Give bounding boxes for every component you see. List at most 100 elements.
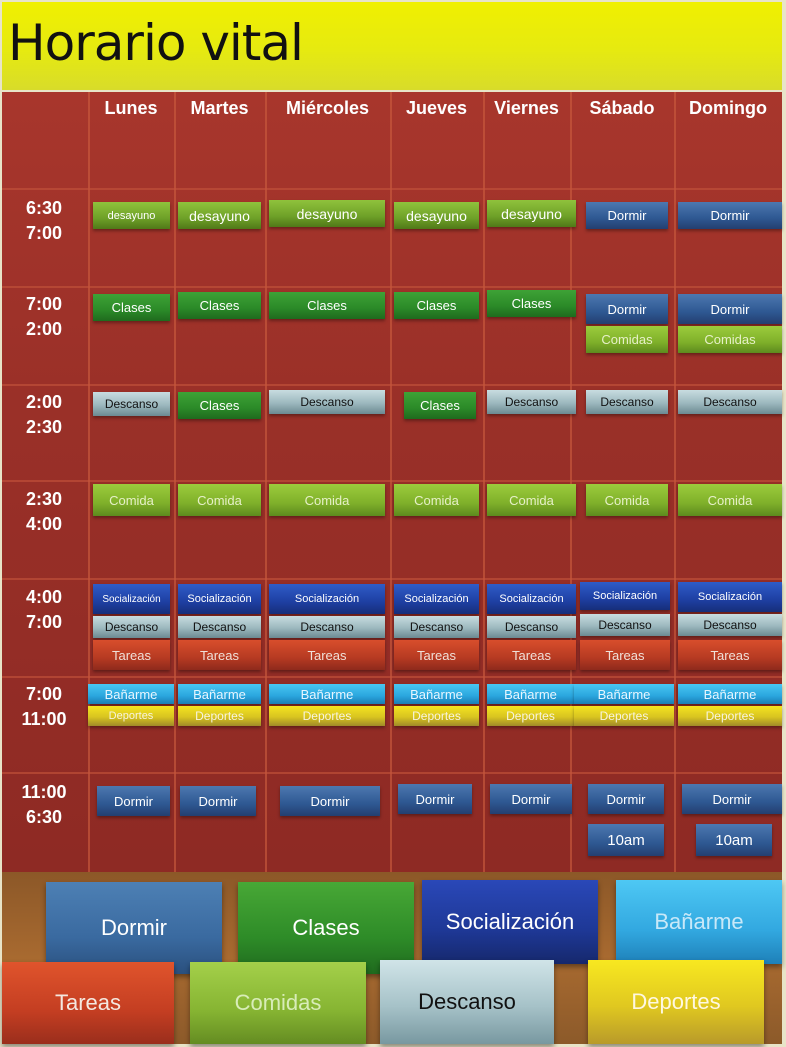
time-start: 6:30: [25, 198, 63, 218]
block-dormir[interactable]: Dormir: [398, 784, 472, 814]
block-socializacion[interactable]: Socialización: [269, 584, 385, 614]
block-comida[interactable]: Comida: [586, 484, 668, 516]
block-dormir[interactable]: Dormir: [586, 202, 668, 229]
block-descanso[interactable]: Descanso: [586, 390, 668, 414]
block-socializacion[interactable]: Socialización: [487, 584, 576, 614]
block-banarme[interactable]: Bañarme: [178, 684, 261, 704]
block-tareas[interactable]: Tareas: [269, 640, 385, 670]
block-10am[interactable]: 10am: [588, 824, 664, 856]
block-comidas[interactable]: Comidas: [586, 326, 668, 353]
block-descanso[interactable]: Descanso: [93, 392, 170, 416]
block-deportes[interactable]: Deportes: [394, 706, 479, 726]
legend-descanso: Descanso: [380, 960, 554, 1044]
block-comida[interactable]: Comida: [394, 484, 479, 516]
grid-line: [2, 772, 782, 774]
block-dormir[interactable]: Dormir: [180, 786, 256, 816]
block-desayuno[interactable]: desayuno: [394, 202, 479, 229]
block-desayuno[interactable]: desayuno: [93, 202, 170, 229]
block-socializacion[interactable]: Socialización: [394, 584, 479, 614]
block-comidas[interactable]: Comidas: [678, 326, 782, 353]
block-comida[interactable]: Comida: [269, 484, 385, 516]
block-dormir[interactable]: Dormir: [280, 786, 380, 816]
block-dormir[interactable]: Dormir: [97, 786, 170, 816]
block-tareas[interactable]: Tareas: [678, 640, 782, 670]
block-deportes[interactable]: Deportes: [574, 706, 674, 726]
time-end: 7:00: [25, 223, 63, 243]
day-header-miercoles: Miércoles: [285, 98, 370, 118]
block-clases[interactable]: Clases: [178, 292, 261, 319]
block-descanso[interactable]: Descanso: [580, 614, 670, 636]
block-banarme[interactable]: Bañarme: [574, 684, 674, 704]
block-tareas[interactable]: Tareas: [487, 640, 576, 670]
time-start: 7:00: [25, 684, 63, 704]
block-comida[interactable]: Comida: [487, 484, 576, 516]
block-descanso[interactable]: Descanso: [93, 616, 170, 638]
block-comida[interactable]: Comida: [93, 484, 170, 516]
time-end: 6:30: [25, 807, 63, 827]
block-deportes[interactable]: Deportes: [487, 706, 574, 726]
block-banarme[interactable]: Bañarme: [88, 684, 174, 704]
block-clases[interactable]: Clases: [178, 392, 261, 419]
title-bar: Horario vital: [2, 2, 782, 90]
page-title: Horario vital: [8, 14, 304, 72]
day-header-viernes: Viernes: [494, 98, 559, 118]
block-clases[interactable]: Clases: [487, 290, 576, 317]
grid-line: [2, 188, 782, 190]
grid-line: [390, 92, 392, 872]
block-clases[interactable]: Clases: [394, 292, 479, 319]
block-descanso[interactable]: Descanso: [178, 616, 261, 638]
block-banarme[interactable]: Bañarme: [487, 684, 574, 704]
block-comida[interactable]: Comida: [178, 484, 261, 516]
block-banarme[interactable]: Bañarme: [394, 684, 479, 704]
block-dormir[interactable]: Dormir: [682, 784, 782, 814]
legend-clases: Clases: [238, 882, 414, 974]
block-desayuno[interactable]: desayuno: [487, 200, 576, 227]
time-start: 2:00: [25, 392, 63, 412]
block-clases[interactable]: Clases: [93, 294, 170, 321]
grid-line: [2, 578, 782, 580]
block-descanso[interactable]: Descanso: [269, 616, 385, 638]
block-descanso[interactable]: Descanso: [678, 390, 782, 414]
block-dormir[interactable]: Dormir: [678, 202, 782, 229]
time-slot-5: 4:00 7:00: [2, 585, 86, 635]
block-socializacion[interactable]: Socialización: [178, 584, 261, 614]
legend: Dormir Clases Socialización Bañarme Tare…: [2, 872, 782, 1044]
block-socializacion[interactable]: Socialización: [93, 584, 170, 614]
block-clases[interactable]: Clases: [269, 292, 385, 319]
grid-line: [2, 286, 782, 288]
block-deportes[interactable]: Deportes: [678, 706, 782, 726]
block-descanso[interactable]: Descanso: [678, 614, 782, 636]
time-slot-4: 2:30 4:00: [2, 487, 86, 537]
block-dormir[interactable]: Dormir: [588, 784, 664, 814]
block-socializacion[interactable]: Socialización: [580, 582, 670, 610]
block-clases[interactable]: Clases: [404, 392, 476, 419]
block-descanso[interactable]: Descanso: [394, 616, 479, 638]
block-desayuno[interactable]: desayuno: [178, 202, 261, 229]
day-header-sabado: Sábado: [589, 98, 655, 118]
block-dormir[interactable]: Dormir: [586, 294, 668, 324]
block-descanso[interactable]: Descanso: [269, 390, 385, 414]
block-banarme[interactable]: Bañarme: [678, 684, 782, 704]
block-tareas[interactable]: Tareas: [580, 640, 670, 670]
block-deportes[interactable]: Deportes: [88, 706, 174, 726]
block-banarme[interactable]: Bañarme: [269, 684, 385, 704]
time-slot-6: 7:00 11:00: [2, 682, 86, 732]
block-dormir[interactable]: Dormir: [678, 294, 782, 324]
time-end: 11:00: [21, 709, 67, 729]
block-descanso[interactable]: Descanso: [487, 390, 576, 414]
legend-banarme: Bañarme: [616, 880, 782, 964]
block-deportes[interactable]: Deportes: [269, 706, 385, 726]
grid-line: [674, 92, 676, 872]
block-10am[interactable]: 10am: [696, 824, 772, 856]
time-slot-7: 11:00 6:30: [2, 780, 86, 830]
block-tareas[interactable]: Tareas: [93, 640, 170, 670]
block-dormir[interactable]: Dormir: [490, 784, 572, 814]
block-comida[interactable]: Comida: [678, 484, 782, 516]
block-socializacion[interactable]: Socialización: [678, 582, 782, 612]
block-tareas[interactable]: Tareas: [178, 640, 261, 670]
block-descanso[interactable]: Descanso: [487, 616, 576, 638]
block-desayuno[interactable]: desayuno: [269, 200, 385, 227]
block-deportes[interactable]: Deportes: [178, 706, 261, 726]
time-start: 11:00: [21, 782, 67, 802]
block-tareas[interactable]: Tareas: [394, 640, 479, 670]
